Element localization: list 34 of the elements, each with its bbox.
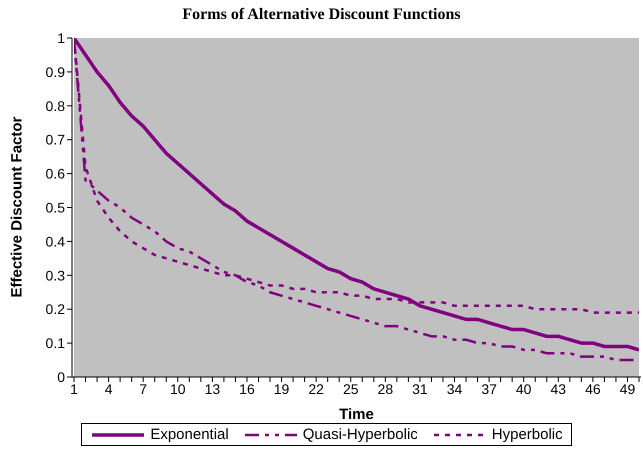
- x-tick-label: 34: [446, 380, 463, 397]
- x-tick-label: 40: [516, 380, 532, 397]
- y-tick-label: 0: [57, 368, 66, 385]
- x-tick-label: 1: [70, 380, 78, 397]
- x-tick-label: 37: [481, 380, 498, 397]
- legend-label: Hyperbolic: [492, 426, 563, 443]
- x-tick-label: 19: [274, 380, 290, 397]
- x-tick-label: 28: [378, 380, 394, 397]
- legend-label: Exponential: [150, 426, 229, 443]
- y-tick-label: 1: [57, 30, 66, 46]
- x-tick-label: 4: [104, 380, 113, 397]
- y-tick-label: 0.4: [46, 233, 66, 250]
- y-tick-label: 0.3: [46, 267, 66, 284]
- x-tick-label: 16: [239, 380, 255, 397]
- legend-label: Quasi-Hyperbolic: [302, 426, 418, 443]
- y-tick-label: 0.7: [46, 132, 66, 148]
- chart-title: Forms of Alternative Discount Functions: [181, 6, 462, 24]
- x-tick-label: 31: [412, 380, 428, 397]
- x-tick-label: 46: [585, 380, 601, 397]
- y-tick-label: 0.2: [46, 301, 66, 318]
- x-tick-label: 7: [139, 380, 148, 397]
- y-tick-label: 0.6: [46, 166, 66, 182]
- x-tick-label: 43: [550, 380, 566, 397]
- x-tick-label: 22: [308, 380, 324, 397]
- x-tick-label: 10: [170, 380, 186, 397]
- y-axis-title: Effective Discount Factor: [8, 116, 26, 298]
- y-tick-label: 0.8: [46, 98, 66, 114]
- x-tick-label: 13: [204, 380, 220, 397]
- x-tick-label: 49: [620, 380, 636, 397]
- x-tick-label: 25: [342, 380, 359, 397]
- y-tick-label: 0.5: [46, 199, 66, 216]
- y-tick-label: 0.9: [46, 64, 66, 80]
- y-tick-label: 0.1: [46, 335, 66, 352]
- x-axis-title: Time: [339, 406, 374, 423]
